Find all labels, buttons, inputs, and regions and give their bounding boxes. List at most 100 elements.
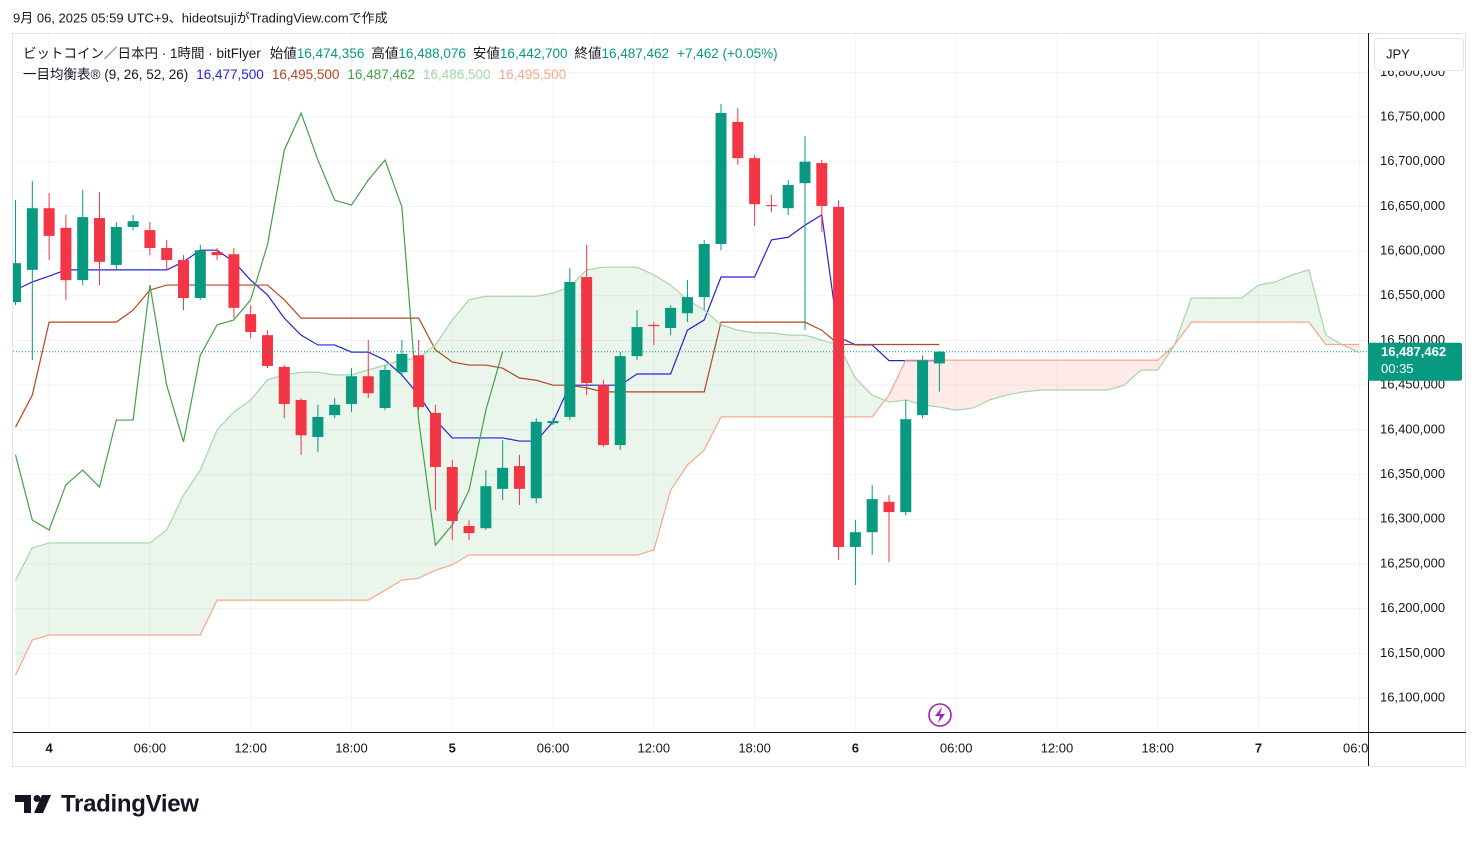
cloud-fill [1275, 274, 1293, 323]
candle-body [312, 416, 324, 438]
y-tick-label: 16,100,000 [1380, 689, 1445, 704]
x-tick-label: 12:00 [1041, 740, 1074, 755]
time-axis: 4 06:00 12:00 18:00 5 06:00 12:00 18:00 6 06:00 12… [45, 740, 1376, 755]
x-tick-label: 18:00 [738, 740, 771, 755]
indicator-value: 16,495,500 [272, 67, 340, 82]
cloud-fill [32, 542, 50, 640]
candle-body [833, 206, 845, 547]
cloud-fill [65, 542, 83, 636]
candle-body [883, 501, 895, 513]
cloud-fill [1056, 360, 1074, 391]
x-tick-label: 06:00 [134, 740, 167, 755]
candle-body [513, 466, 525, 489]
x-tick-label: 06:00 [940, 740, 973, 755]
cloud-fill [1140, 360, 1158, 370]
cloud-fill [788, 335, 806, 417]
cloud-fill [989, 360, 1007, 400]
price-axis: 16,100,000 16,150,000 16,200,000 16,250,000… [1380, 64, 1445, 705]
candle-body [732, 121, 744, 159]
candle-body [480, 486, 492, 529]
candle-body [782, 184, 794, 209]
cloud-fill [368, 365, 386, 601]
cloud-fill [805, 335, 822, 417]
candle-body [799, 161, 811, 184]
x-tick-label: 06:00 [537, 740, 570, 755]
candle-body [917, 360, 929, 416]
cloud-fill [653, 274, 671, 551]
logo-slash [34, 795, 51, 813]
currency-label[interactable]: JPY [1386, 46, 1410, 61]
y-tick-label: 16,750,000 [1380, 108, 1445, 123]
candle-layer [13, 104, 1368, 585]
cloud-fill [637, 267, 654, 556]
cloud-fill [771, 332, 789, 417]
logo: TradingView [15, 790, 200, 817]
event-icon[interactable] [928, 703, 952, 727]
legend-change: +7,462 (+0.05%) [677, 46, 778, 61]
candle-body [816, 163, 828, 206]
legend-ohlc-value: 16,487,462 [602, 46, 670, 61]
cloud-fill [972, 360, 990, 408]
candle-body [94, 218, 106, 262]
x-tick-label: 18:00 [335, 740, 368, 755]
logo-mark [15, 795, 31, 813]
candle-body [295, 399, 307, 436]
currency-button[interactable] [1374, 38, 1464, 71]
cloud-fill [1208, 298, 1225, 323]
y-tick-label: 16,350,000 [1380, 466, 1445, 481]
cloud-fill [1107, 360, 1125, 391]
logo-text: TradingView [61, 790, 199, 817]
y-tick-label: 16,700,000 [1380, 153, 1445, 168]
indicator-line [14, 284, 940, 428]
y-tick-label: 16,400,000 [1380, 421, 1445, 436]
indicator-legend: 一目均衡表® (9, 26, 52, 26) 16,477,500 16,495,5… [23, 67, 566, 82]
cloud-fill [754, 332, 772, 417]
cloud-fill [385, 360, 402, 591]
candle-body [278, 366, 290, 404]
price-tag-countdown: 00:35 [1381, 361, 1414, 376]
candle-body [329, 404, 341, 416]
cloud-fill [1006, 360, 1024, 396]
candle-body [43, 208, 55, 236]
candle-body [749, 158, 761, 205]
candle-body [245, 314, 257, 332]
cloud-fill [200, 429, 218, 636]
cloud-fill [334, 374, 352, 601]
header-caption: 9月 06, 2025 05:59 UTC+9、hideotsujiがTradi… [13, 10, 388, 25]
cloud-fill [1258, 281, 1276, 323]
cloud-fill [737, 330, 755, 417]
x-tick-label: 12:00 [638, 740, 671, 755]
candle-body [413, 355, 425, 408]
candle-body [866, 499, 878, 533]
candle-body [13, 263, 22, 303]
x-tick-label: 6 [852, 740, 859, 755]
cloud-fill [452, 299, 470, 565]
legend-ohlc-name: 始値 [270, 46, 297, 61]
cloud-fill [267, 374, 285, 601]
x-tick-label: 06:00 [1343, 740, 1376, 755]
legend-ohlc-name: 安値 [473, 46, 500, 61]
cloud-fill [351, 369, 369, 601]
candle-body [429, 412, 441, 467]
candle-body [77, 217, 89, 281]
candle-body [900, 419, 912, 513]
indicator-value: 16,495,500 [499, 67, 567, 82]
legend-line: ビットコイン／日本円 · 1時間 · bitFlyer 始値16,474,356 高… [23, 45, 778, 61]
indicator-line [14, 321, 1360, 676]
cloud-fill [670, 285, 688, 491]
cloud-fill [401, 357, 419, 581]
candle-body [26, 208, 38, 270]
cloud-fill [1224, 298, 1242, 323]
currency-box[interactable]: JPY [1374, 38, 1464, 71]
cloud-fill [872, 395, 885, 417]
cloud-fill [1023, 360, 1041, 392]
cloud-fill [217, 411, 234, 601]
cloud-fill [82, 542, 100, 636]
cloud-fill [939, 360, 957, 411]
cloud-fill [1073, 360, 1091, 391]
cloud-fill [233, 399, 251, 601]
cloud-fill [888, 360, 906, 403]
candle-body [110, 226, 122, 265]
candle-body [530, 421, 542, 499]
